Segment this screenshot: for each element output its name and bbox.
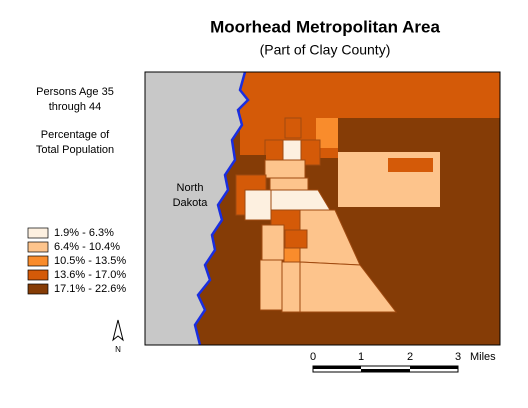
north-dakota xyxy=(145,72,248,345)
river xyxy=(193,71,250,346)
region xyxy=(264,139,284,161)
region xyxy=(236,240,260,330)
map-frame xyxy=(144,71,501,346)
map: North Dakota xyxy=(144,71,501,346)
region xyxy=(236,155,266,175)
region xyxy=(284,117,302,139)
legend-swatch xyxy=(27,241,49,253)
legend-label: 17.1% - 22.6% xyxy=(54,283,126,295)
legend-label: 13.6% - 17.0% xyxy=(54,269,126,281)
legend: Persons Age 35 through 44 Percentage of … xyxy=(27,86,126,295)
legend-label: 6.4% - 10.4% xyxy=(54,241,120,253)
north-label: N xyxy=(115,345,121,354)
title: Moorhead Metropolitan Area xyxy=(210,17,440,36)
region xyxy=(316,118,338,148)
region xyxy=(283,247,301,264)
region xyxy=(269,177,309,191)
scale-label: 1 xyxy=(358,351,364,363)
region xyxy=(240,72,500,118)
scale-segment xyxy=(361,369,410,372)
legend-swatch xyxy=(27,269,49,281)
region xyxy=(284,229,308,249)
scale-label: 3 xyxy=(455,351,461,363)
region xyxy=(388,158,433,172)
region xyxy=(259,259,283,311)
north-arrow: N xyxy=(112,319,124,354)
map-label: Dakota xyxy=(173,197,209,209)
region xyxy=(244,189,272,221)
scale-bar: 0 1 2 3 Miles xyxy=(310,351,496,373)
legend-title: Total Population xyxy=(36,144,114,156)
region xyxy=(264,159,306,179)
legend-swatch xyxy=(27,255,49,267)
arrow xyxy=(112,319,124,342)
legend-label: 1.9% - 6.3% xyxy=(54,227,114,239)
region xyxy=(338,118,500,152)
map-label: North xyxy=(177,182,204,194)
scale-label: 0 xyxy=(310,351,316,363)
scale-segment xyxy=(313,366,361,369)
legend-title: Percentage of xyxy=(41,129,110,141)
subtitle: (Part of Clay County) xyxy=(260,42,391,58)
scale-segment xyxy=(410,366,458,369)
legend-swatch xyxy=(27,283,49,295)
region xyxy=(281,261,301,313)
region xyxy=(282,139,302,163)
legend-title: Persons Age 35 xyxy=(36,86,114,98)
legend-title: through 44 xyxy=(49,101,102,113)
scale-unit: Miles xyxy=(470,351,496,363)
scale-label: 2 xyxy=(407,351,413,363)
region xyxy=(261,224,285,261)
legend-label: 10.5% - 13.5% xyxy=(54,255,126,267)
legend-swatch xyxy=(27,227,49,239)
